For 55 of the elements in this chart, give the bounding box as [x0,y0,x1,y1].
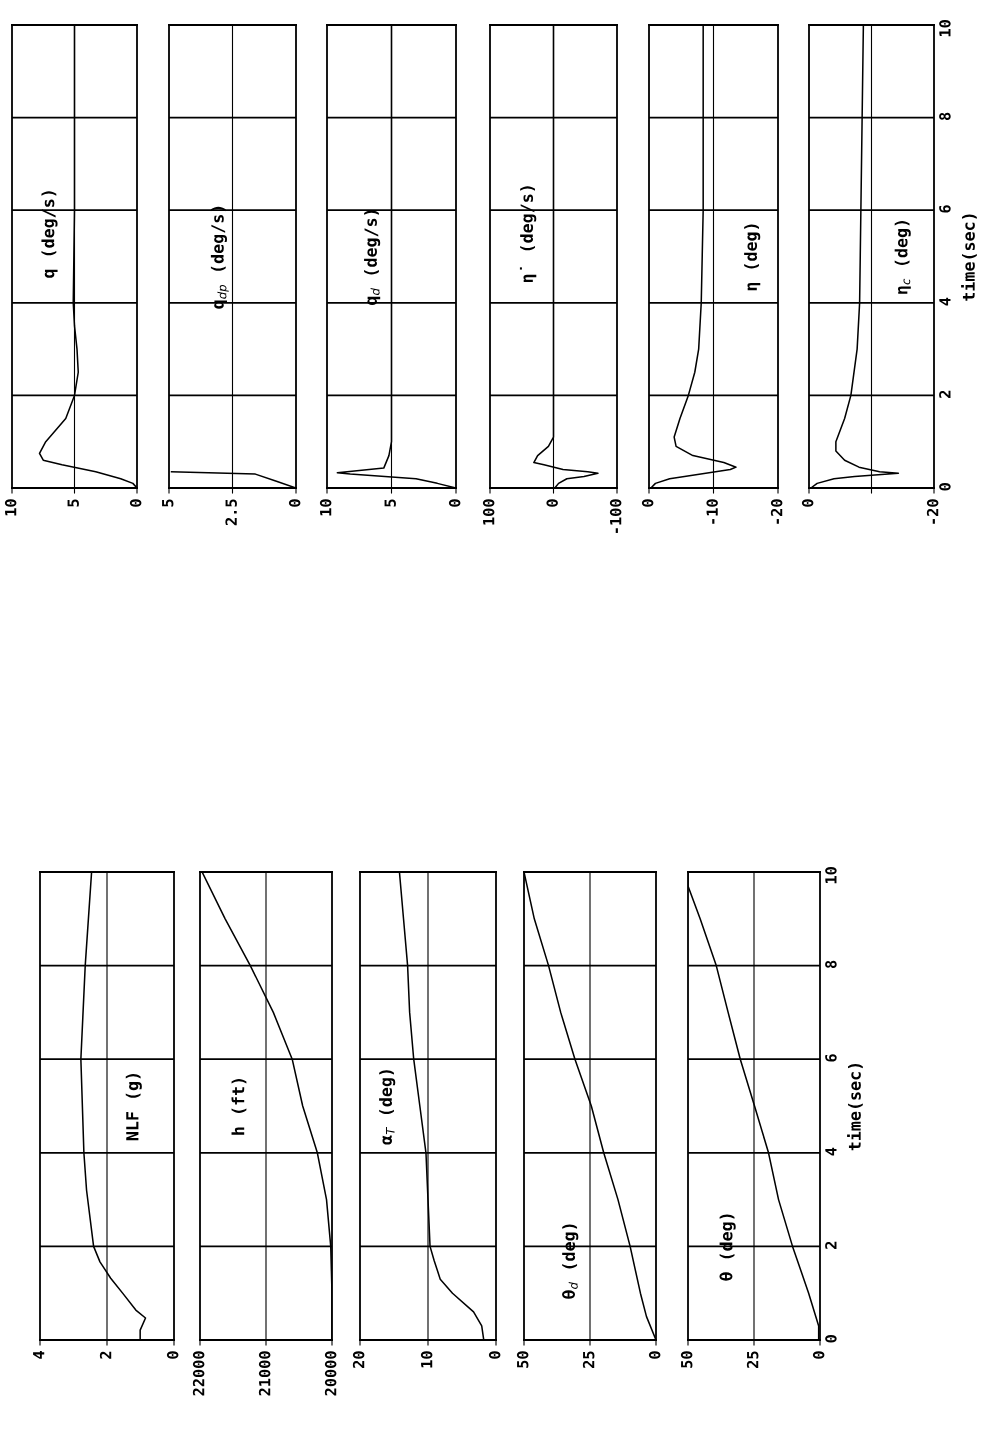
x-tick-label: -100 [609,499,622,533]
x-tick-label: 2 [99,1351,112,1359]
y-axis-title: time(sec) [847,1063,863,1151]
x-tick-label: 20 [352,1351,365,1368]
y-tick-label: 10 [939,20,951,37]
x-tick-label: 0 [448,499,461,507]
x-tick-label: 50 [516,1351,529,1368]
x-tick-label: 0 [288,499,301,507]
y-tick-label: 2 [825,1241,837,1249]
x-tick-label: 0 [488,1351,501,1359]
x-tick-label: 20000 [324,1351,337,1396]
x-tick-label: 100 [482,499,495,525]
x-tick-label: 0 [546,499,558,507]
y-tick-label: 2 [939,390,951,398]
y-tick-label: 6 [825,1054,837,1062]
annotation: η̇ (deg/s) [519,186,537,283]
x-tick-label: -20 [926,499,939,524]
x-tick-label: 5 [162,499,174,507]
x-tick-label: 0 [129,499,142,507]
annotation: η$_{c}$ (deg) [894,221,911,294]
x-tick-label: 0 [641,499,654,507]
x-tick-label: 0 [812,1351,825,1359]
x-tick-label: 22000 [192,1351,205,1396]
y-tick-label: 6 [939,205,951,213]
x-tick-label: 25 [746,1351,759,1368]
annotation: θ$_{d}$ (deg) [562,1224,579,1299]
x-tick-label: 25 [582,1351,595,1368]
x-tick-label: 21000 [258,1351,271,1396]
annotation: α$_{T}$ (deg) [379,1070,396,1145]
annotation: NLF (g) [125,1074,142,1141]
y-tick-label: 8 [825,960,837,969]
annotation: η (deg) [744,224,761,291]
x-tick-label: 50 [680,1351,693,1368]
x-tick-label: 0 [648,1351,661,1359]
annotation: h (ft) [231,1079,247,1135]
x-tick-label: 10 [319,499,332,516]
y-axis-title: time(sec) [961,214,977,301]
annotation: θ (deg) [719,1214,736,1281]
y-tick-label: 0 [939,483,951,491]
y-tick-label: 10 [825,867,837,884]
x-tick-label: 2.5 [225,499,237,526]
y-tick-label: 4 [939,297,951,306]
x-tick-label: 4 [33,1351,45,1359]
x-tick-label: -20 [770,499,783,524]
x-tick-label: 0 [801,499,814,507]
x-tick-label: -10 [706,499,718,524]
x-tick-label: 5 [67,499,79,507]
annotation: q (deg/s) [41,191,58,278]
x-tick-label: 10 [420,1351,433,1368]
x-tick-label: 10 [4,499,17,516]
x-tick-label: 5 [384,499,396,507]
y-tick-label: 4 [825,1147,837,1156]
y-tick-label: 0 [825,1335,837,1343]
y-tick-label: 8 [939,112,951,121]
x-tick-label: 0 [166,1351,179,1359]
